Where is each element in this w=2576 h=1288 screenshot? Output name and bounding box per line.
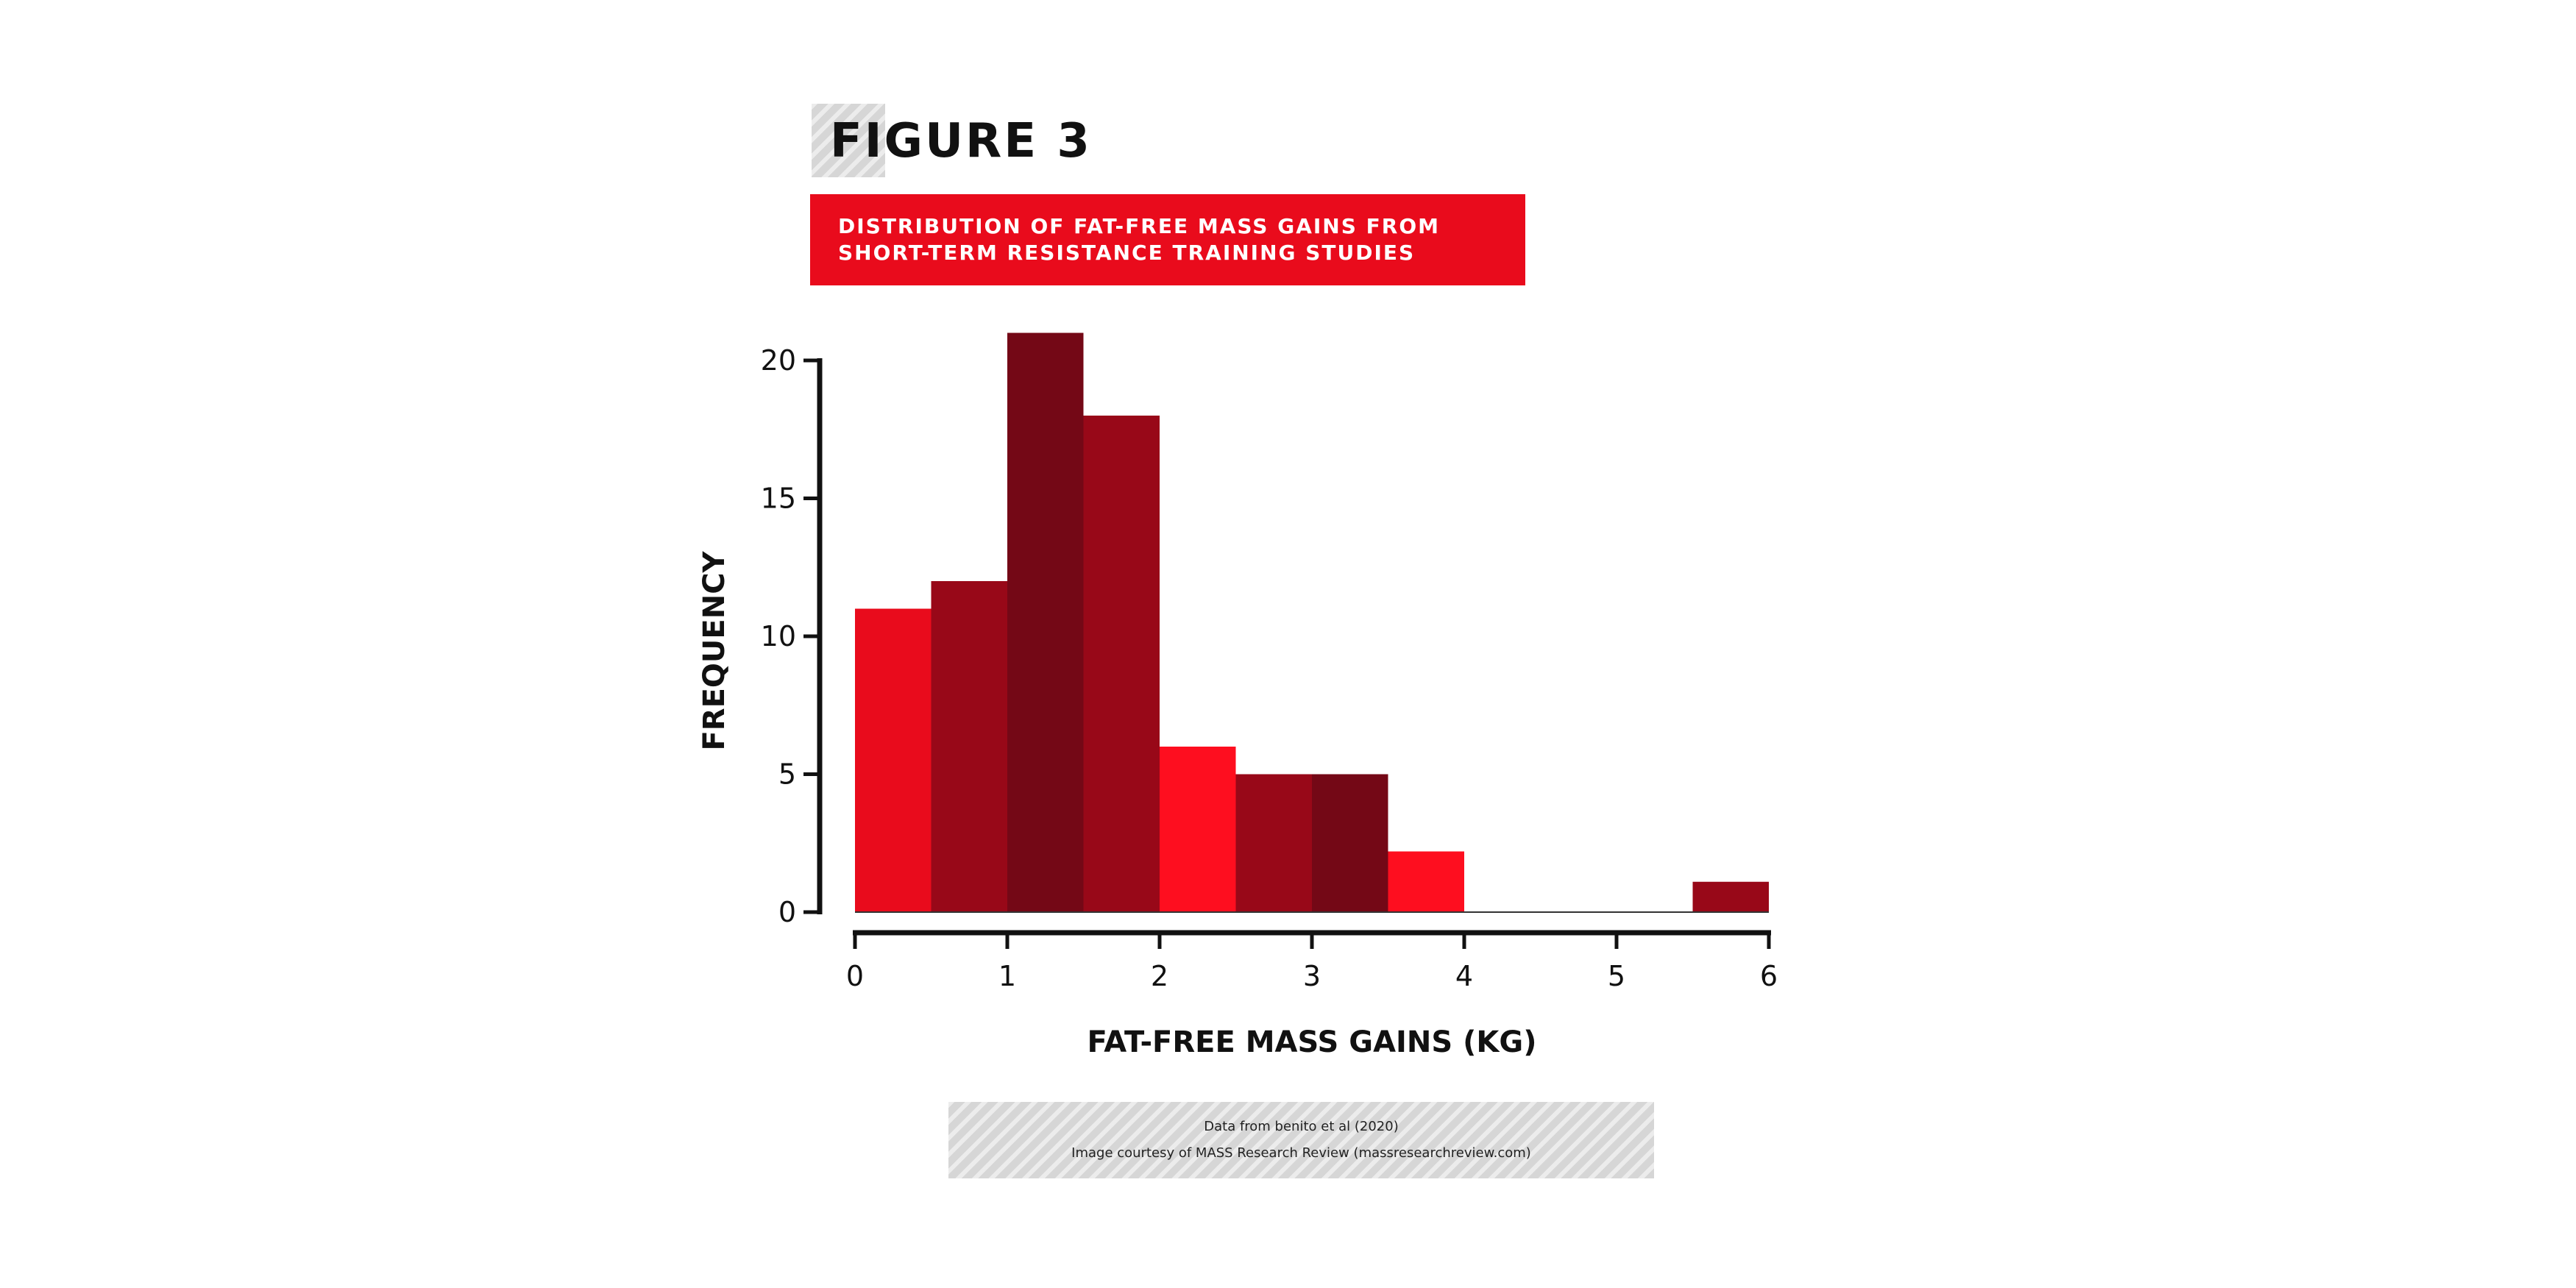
- x-tick-label: 4: [1455, 960, 1473, 992]
- histogram-bar: [1312, 774, 1388, 912]
- chart-title-line-1: DISTRIBUTION OF FAT-FREE MASS GAINS FROM: [838, 214, 1440, 238]
- histogram-bar: [931, 581, 1007, 912]
- histogram-bar: [1007, 332, 1084, 912]
- figure-label-hatch: [812, 104, 885, 177]
- x-tick-label: 2: [1151, 960, 1168, 992]
- histogram-bar: [1388, 851, 1464, 912]
- x-axis-title: FAT-FREE MASS GAINS (KG): [1087, 1025, 1536, 1059]
- y-tick-label: 5: [778, 758, 796, 791]
- x-axis: 0 1 2 3 4 5 6: [846, 930, 1778, 992]
- x-tick-label: 1: [998, 960, 1016, 992]
- source-box: Data from benito et al (2020) Image cour…: [948, 1102, 1654, 1178]
- x-tick-label: 3: [1303, 960, 1321, 992]
- y-tick-label: 10: [761, 620, 796, 652]
- histogram-bar: [1692, 881, 1769, 912]
- y-tick-label: 20: [761, 344, 796, 377]
- source-citation: Data from benito et al (2020): [1204, 1119, 1399, 1134]
- histogram-bar: [1083, 416, 1160, 912]
- figure-label: FIGURE 3: [830, 114, 1092, 168]
- histogram-bar: [1160, 747, 1236, 912]
- image-credit: Image courtesy of MASS Research Review (…: [1071, 1145, 1531, 1161]
- x-tick-label: 5: [1608, 960, 1625, 992]
- x-tick-label: 0: [846, 960, 864, 992]
- histogram-bars: [855, 332, 1769, 912]
- y-tick-label: 15: [761, 483, 796, 515]
- y-axis-title: FREQUENCY: [698, 550, 731, 750]
- x-tick-label: 6: [1760, 960, 1778, 992]
- chart-title-line-2: SHORT-TERM RESISTANCE TRAINING STUDIES: [838, 241, 1416, 265]
- histogram-bar: [1235, 774, 1312, 912]
- histogram-bar: [855, 608, 932, 912]
- y-axis: 0 5 10 15 20: [761, 344, 823, 928]
- y-tick-label: 0: [778, 896, 796, 928]
- chart-title-banner: DISTRIBUTION OF FAT-FREE MASS GAINS FROM…: [810, 194, 1525, 285]
